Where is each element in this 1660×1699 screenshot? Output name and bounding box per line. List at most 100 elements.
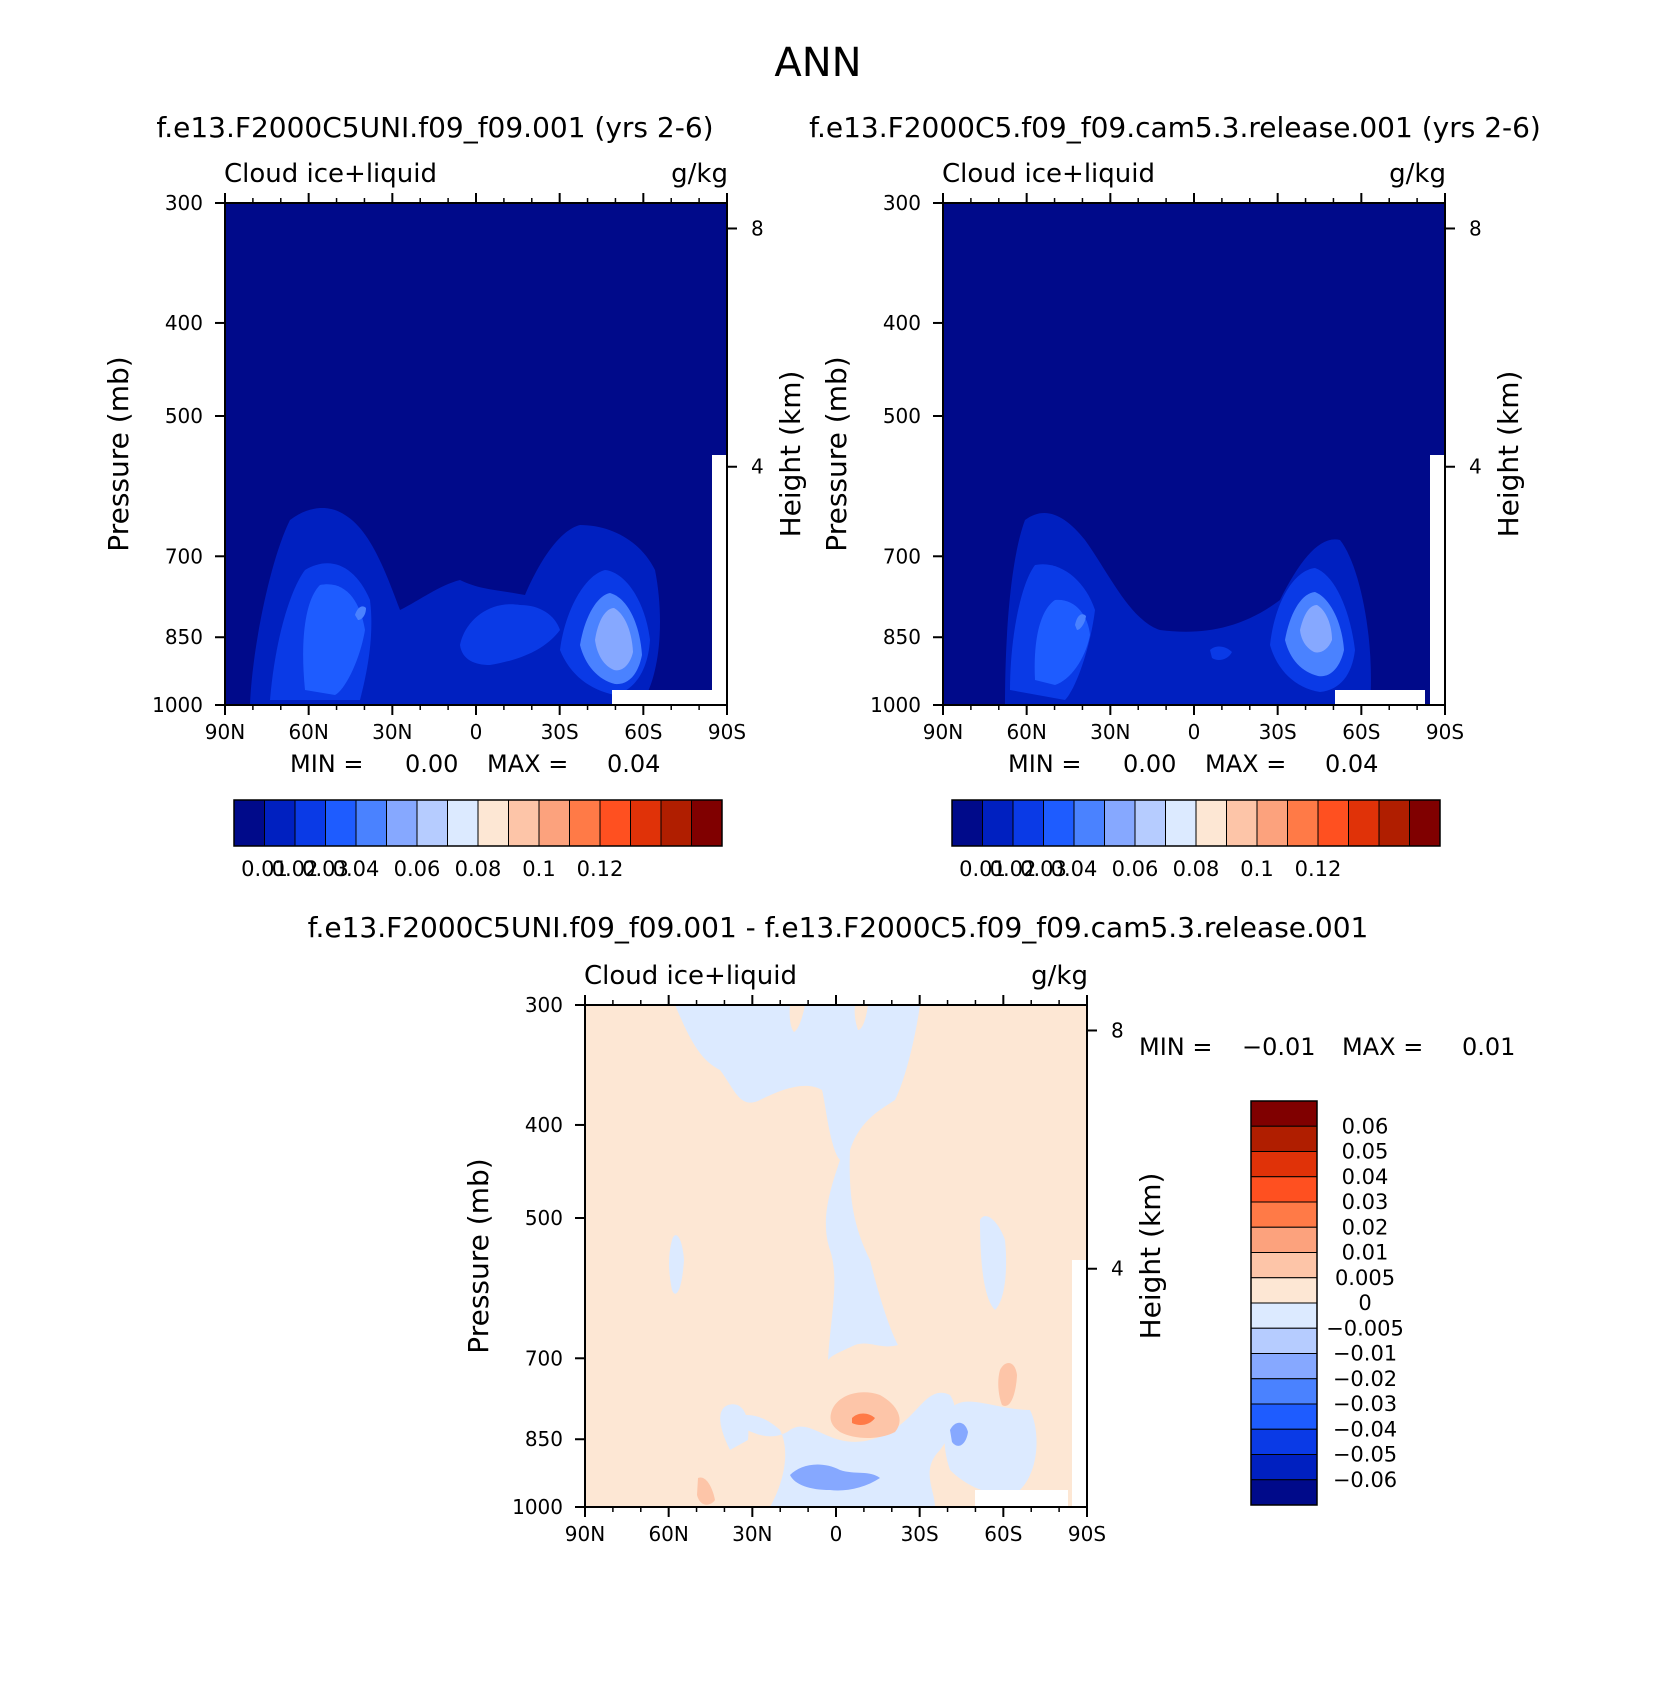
colorbar-swatch (1226, 799, 1258, 847)
panel-control-run: f.e13.F2000C5UNI.f09_f09.001 (yrs 2-6) C… (102, 111, 807, 881)
panel-difference: f.e13.F2000C5UNI.f09_f09.001 - f.e13.F20… (308, 911, 1516, 1546)
colorbar-frame (951, 799, 1441, 847)
x-tick-label: 90N (923, 720, 963, 744)
x-tick-label: 60N (1006, 720, 1046, 744)
x-tick-label: 30N (732, 1522, 772, 1546)
contour-band (675, 1005, 920, 1360)
y-tick-label: 1000 (152, 693, 203, 717)
colorbar-swatch (386, 799, 418, 847)
colorbar-label: 0.01 (959, 857, 1006, 881)
colorbar-label: 0.03 (1020, 857, 1067, 881)
x-axis-ticks: 90N 60N 30N 0 30S 60S 90S (205, 193, 746, 744)
y2-axis-ticks: 84 (1445, 216, 1482, 479)
colorbar-label: −0.06 (1333, 1468, 1397, 1492)
x-tick-label: 90S (1068, 1522, 1106, 1546)
colorbar-label: 0.06 (1112, 857, 1159, 881)
colorbar-swatch (660, 799, 692, 847)
y-tick-label: 850 (165, 625, 203, 649)
x-tick-label: 90N (565, 1522, 605, 1546)
colorbar-label: 0.06 (394, 857, 441, 881)
contour-band (854, 1005, 868, 1030)
variable-label: Cloud ice+liquid (584, 961, 797, 991)
contour-band (697, 1477, 715, 1505)
colorbar-swatch (508, 799, 540, 847)
y-tick-label: 300 (525, 993, 563, 1017)
contour-band (720, 1404, 749, 1450)
colorbar-label: 0.05 (1342, 1140, 1389, 1164)
contour-band (998, 1363, 1017, 1406)
colorbar-swatch (1250, 1100, 1318, 1127)
missing-data-mask (1430, 455, 1445, 705)
colorbar-swatch (1250, 1353, 1318, 1380)
y-tick-label: 400 (525, 1113, 563, 1137)
missing-data-mask (1335, 690, 1425, 705)
colorbar-swatch (1250, 1454, 1318, 1481)
y-tick-label: 500 (525, 1206, 563, 1230)
colorbar-swatch (1043, 799, 1075, 847)
contour-band (460, 604, 560, 665)
contour-band (950, 1422, 968, 1446)
y2-tick-label: 8 (751, 216, 764, 240)
y2-axis-ticks: 84 (1087, 1018, 1124, 1281)
stats-line: MIN = −0.01 MAX = 0.01 (1139, 1033, 1515, 1061)
contour-band (1210, 646, 1232, 660)
colorbar-swatch (1250, 1428, 1318, 1455)
variable-label: Cloud ice+liquid (224, 159, 437, 189)
colorbar-swatch (630, 799, 662, 847)
y-axis-ticks: 300 400 500 700 850 1000 (870, 191, 943, 717)
contour-fill (250, 455, 727, 705)
x-tick-label: 30S (1259, 720, 1297, 744)
panel-title: f.e13.F2000C5UNI.f09_f09.001 - f.e13.F20… (308, 911, 1369, 944)
colorbar-label: 0.02 (1342, 1215, 1389, 1239)
min-label: MIN = (290, 750, 363, 778)
colorbar-label: −0.01 (1333, 1342, 1397, 1366)
colorbar-swatch (355, 799, 387, 847)
colorbar-swatch (1317, 799, 1349, 847)
stats-line: MIN = 0.00 MAX = 0.04 (1008, 750, 1378, 778)
y-tick-label: 700 (883, 544, 921, 568)
contour-band (852, 1413, 875, 1426)
colorbar-swatch (1250, 1378, 1318, 1405)
colorbar-swatch (1073, 799, 1105, 847)
colorbar: 0.060.050.040.030.020.010.0050−0.005−0.0… (1250, 1100, 1404, 1506)
colorbar-swatch (447, 799, 479, 847)
colorbar-swatch (1250, 1277, 1318, 1304)
colorbar-swatch (1250, 1151, 1318, 1178)
x-tick-label: 30N (372, 720, 412, 744)
colorbar-swatch (477, 799, 509, 847)
contour-band (980, 1216, 1007, 1310)
min-value: 0.00 (405, 750, 458, 778)
colorbar-label: 0.1 (1240, 857, 1273, 881)
y2-axis-label: Height (km) (1492, 371, 1525, 538)
x-tick-label: 60N (288, 720, 328, 744)
colorbar-label: 0.06 (1342, 1114, 1389, 1138)
colorbar-swatch (1378, 799, 1410, 847)
y-axis-label: Pressure (mb) (102, 356, 135, 551)
colorbar-label: 0.04 (333, 857, 380, 881)
y2-axis-ticks: 84 (727, 216, 764, 479)
x-tick-label: 30S (541, 720, 579, 744)
plot-area: 90N 60N 30N 0 30S 60S 90S 3004005007008501000 … (152, 191, 764, 744)
colorbar-label: −0.005 (1326, 1316, 1404, 1340)
colorbar-label: 0.04 (1342, 1165, 1389, 1189)
colorbar-swatch (1287, 799, 1319, 847)
colorbar-label: −0.03 (1333, 1392, 1397, 1416)
y-tick-label: 850 (525, 1427, 563, 1451)
colorbar-label: 0.01 (241, 857, 288, 881)
colorbar-swatch (264, 799, 296, 847)
colorbar-swatch (1165, 799, 1197, 847)
colorbar-swatch (569, 799, 601, 847)
y2-tick-label: 8 (1469, 216, 1482, 240)
colorbar-swatch (233, 799, 265, 847)
y2-tick-label: 4 (751, 455, 764, 479)
stats-line: MIN = 0.00 MAX = 0.04 (290, 750, 660, 778)
colorbar: 0.010.020.030.04 0.06 0.08 0.1 0.12 (233, 799, 723, 881)
colorbar-swatch (1250, 1226, 1318, 1253)
x-axis-ticks: 90N 60N 30N 0 30S 60S 90S (923, 193, 1464, 744)
colorbar-label: 0.005 (1335, 1266, 1395, 1290)
colorbar-swatch (982, 799, 1014, 847)
y2-axis-label: Height (km) (774, 371, 807, 538)
contour-band (595, 608, 633, 671)
x-tick-label: 30S (901, 1522, 939, 1546)
colorbar-swatch (1409, 799, 1441, 847)
